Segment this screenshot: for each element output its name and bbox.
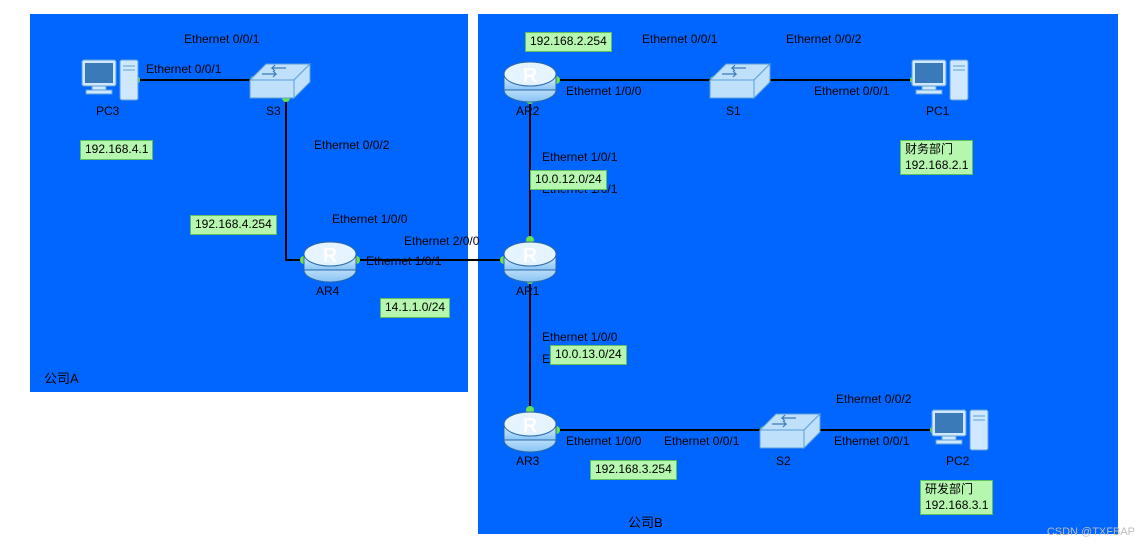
node-label-S1: S1: [726, 104, 741, 118]
ip-label-4: 10.0.12.0/24: [530, 170, 607, 190]
node-label-PC3: PC3: [96, 104, 119, 118]
region-a-label: 公司A: [44, 368, 79, 387]
node-label-S2: S2: [776, 454, 791, 468]
ip-label-5: 10.0.13.0/24: [550, 345, 627, 365]
port-label-AR3-7-a: Ethernet 1/0/0: [566, 434, 641, 448]
port-label-AR4-1-b: Ethernet 1/0/0: [332, 212, 407, 226]
node-label-PC1: PC1: [926, 104, 949, 118]
node-label-PC2: PC2: [946, 454, 969, 468]
port-label-AR1-2-b: Ethernet 2/0/0: [404, 234, 479, 248]
port-label-S3-0-b: Ethernet 0/0/1: [184, 32, 259, 46]
port-label-AR1-4-a: Ethernet 1/0/0: [542, 330, 617, 344]
port-label-S1-5-b: Ethernet 0/0/1: [642, 32, 717, 46]
ip-label-7: 财务部门192.168.2.1: [900, 140, 973, 175]
port-label-PC3-0-a: Ethernet 0/0/1: [146, 62, 221, 76]
node-label-AR2: AR2: [516, 104, 539, 118]
ip-label-3: 192.168.2.254: [525, 32, 612, 52]
port-label-AR2-5-a: Ethernet 1/0/0: [566, 84, 641, 98]
port-label-PC1-6-b: Ethernet 0/0/1: [814, 84, 889, 98]
ip-label-0: 192.168.4.1: [80, 140, 153, 160]
port-label-S3-1-a: Ethernet 0/0/2: [314, 138, 389, 152]
watermark: CSDN @TXFBAP: [1047, 526, 1135, 538]
port-label-S2-7-b: Ethernet 0/0/1: [664, 434, 739, 448]
port-label-S2-8-a: Ethernet 0/0/2: [836, 392, 911, 406]
port-label-AR4-2-a: Ethernet 1/0/1: [366, 254, 441, 268]
port-label-AR2-3-b: Ethernet 1/0/1: [542, 150, 617, 164]
ip-label-8: 研发部门192.168.3.1: [920, 480, 993, 515]
port-label-PC2-8-b: Ethernet 0/0/1: [834, 434, 909, 448]
node-label-AR3: AR3: [516, 454, 539, 468]
region-b-label: 公司B: [628, 512, 663, 531]
region-company-a: [30, 14, 468, 392]
ip-label-2: 14.1.1.0/24: [380, 298, 450, 318]
node-label-AR4: AR4: [316, 284, 339, 298]
node-label-AR1: AR1: [516, 284, 539, 298]
ip-label-1: 192.168.4.254: [190, 215, 277, 235]
node-label-S3: S3: [266, 104, 281, 118]
ip-label-6: 192.168.3.254: [590, 460, 677, 480]
port-label-S1-6-a: Ethernet 0/0/2: [786, 32, 861, 46]
